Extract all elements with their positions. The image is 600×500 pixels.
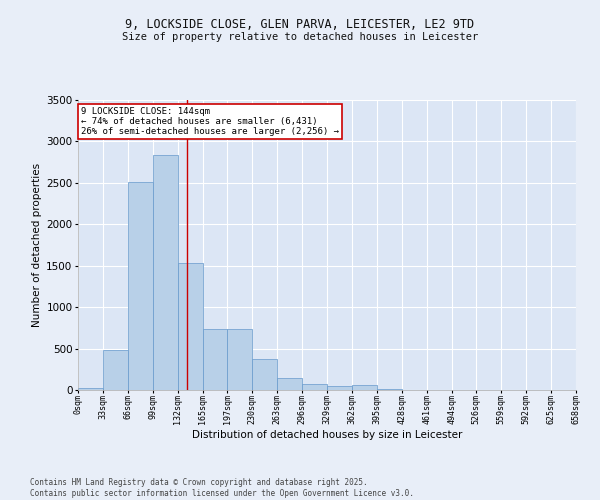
Bar bbox=[128, 182, 153, 390]
Bar bbox=[352, 386, 377, 390]
X-axis label: Distribution of detached houses by size in Leicester: Distribution of detached houses by size … bbox=[192, 430, 462, 440]
Text: 9 LOCKSIDE CLOSE: 144sqm
← 74% of detached houses are smaller (6,431)
26% of sem: 9 LOCKSIDE CLOSE: 144sqm ← 74% of detach… bbox=[81, 106, 339, 136]
Bar bbox=[252, 359, 277, 390]
Bar bbox=[78, 388, 103, 390]
Bar bbox=[153, 154, 178, 390]
Bar bbox=[103, 350, 128, 390]
Bar bbox=[203, 328, 227, 390]
Bar bbox=[227, 328, 252, 390]
Text: 9, LOCKSIDE CLOSE, GLEN PARVA, LEICESTER, LE2 9TD: 9, LOCKSIDE CLOSE, GLEN PARVA, LEICESTER… bbox=[125, 18, 475, 30]
Bar bbox=[377, 389, 402, 390]
Bar bbox=[178, 263, 203, 390]
Bar bbox=[302, 384, 327, 390]
Bar bbox=[327, 386, 352, 390]
Y-axis label: Number of detached properties: Number of detached properties bbox=[32, 163, 42, 327]
Text: Size of property relative to detached houses in Leicester: Size of property relative to detached ho… bbox=[122, 32, 478, 42]
Bar bbox=[277, 378, 302, 390]
Text: Contains HM Land Registry data © Crown copyright and database right 2025.
Contai: Contains HM Land Registry data © Crown c… bbox=[30, 478, 414, 498]
